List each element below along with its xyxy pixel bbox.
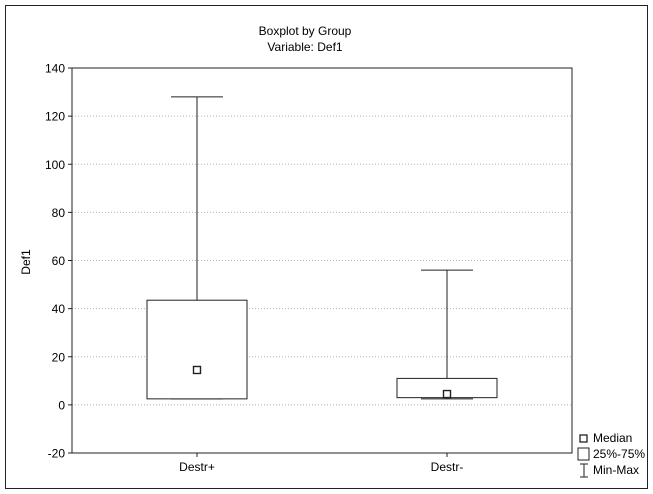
y-axis-label: Def1	[19, 249, 33, 275]
grid-lines	[72, 115, 572, 406]
legend-whisker-icon	[580, 463, 588, 478]
y-tick-label: 60	[52, 254, 66, 268]
y-tick-label: 20	[52, 350, 66, 364]
y-ticks: -20 0 20 40 60 80 100 120 140	[45, 62, 72, 461]
legend-median-icon	[579, 434, 588, 443]
x-category-labels: Destr+ Destr-	[179, 453, 463, 474]
y-tick-label: -20	[48, 447, 66, 461]
median-marker	[192, 365, 202, 375]
y-tick-label: 0	[58, 398, 65, 412]
x-category-label: Destr-	[431, 460, 464, 474]
legend: Median 25%-75% Min-Max	[577, 431, 645, 478]
y-tick-label: 80	[52, 206, 66, 220]
boxes	[146, 96, 498, 400]
chart-title: Boxplot by Group	[259, 24, 352, 38]
box-group	[146, 96, 248, 400]
y-tick-label: 100	[45, 158, 65, 172]
chart-subtitle: Variable: Def1	[267, 40, 342, 54]
legend-whisker-label: Min-Max	[593, 463, 639, 477]
box-iqr	[146, 299, 248, 400]
box-group	[396, 269, 498, 400]
y-tick-label: 120	[45, 110, 65, 124]
y-tick-label: 40	[52, 302, 66, 316]
x-category-label: Destr+	[179, 460, 215, 474]
median-marker	[442, 389, 452, 399]
y-tick-label: 140	[45, 62, 65, 76]
chart-frame	[5, 5, 648, 489]
legend-box-icon	[577, 447, 590, 461]
legend-median-label: Median	[593, 431, 632, 445]
legend-box-label: 25%-75%	[593, 447, 645, 461]
